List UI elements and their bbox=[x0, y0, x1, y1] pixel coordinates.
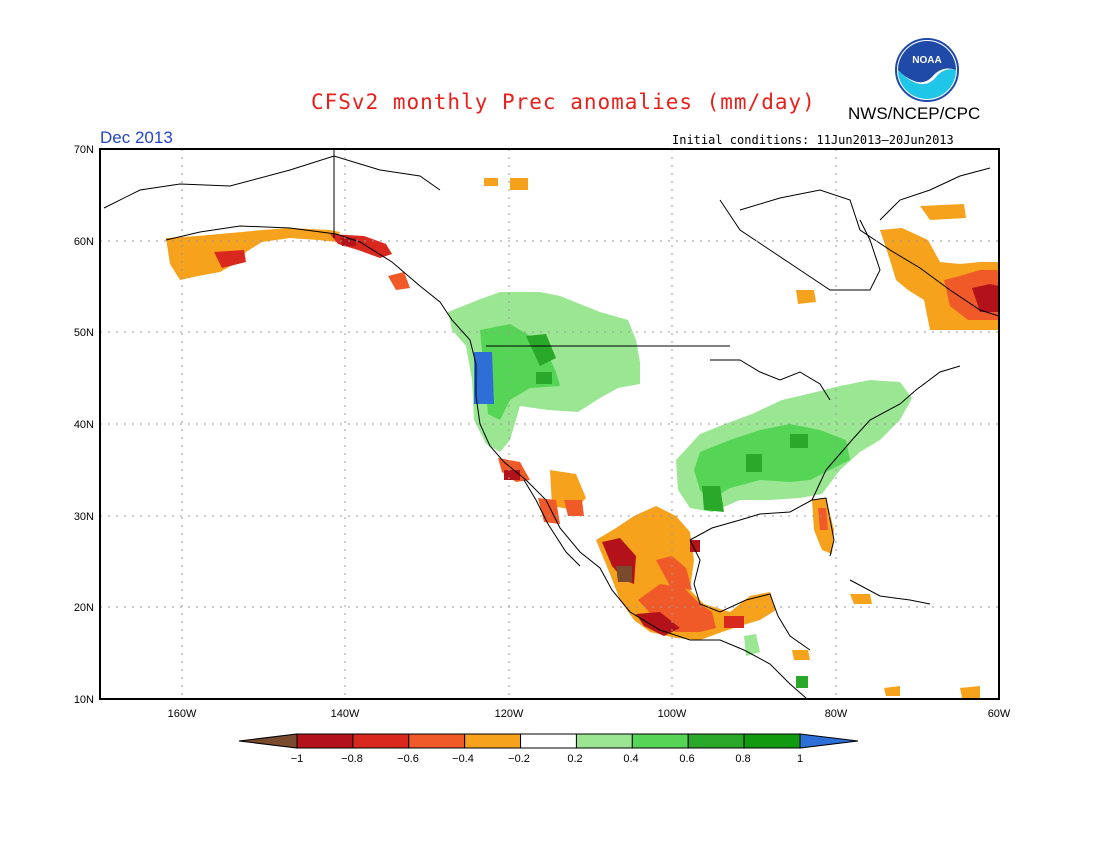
colorbar: −1 −0.8 −0.6 −0.4 −0.2 0.2 0.4 0.6 0.8 1 bbox=[238, 733, 859, 765]
colorbar-label: −0.4 bbox=[452, 753, 474, 765]
lat-tick-label: 40N bbox=[74, 419, 94, 431]
lon-tick-label: 160W bbox=[168, 708, 197, 720]
colorbar-label: −0.2 bbox=[508, 753, 530, 765]
colorbar-segment bbox=[464, 733, 522, 749]
map-frame bbox=[99, 148, 1000, 700]
lat-tick-label: 30N bbox=[74, 511, 94, 523]
noaa-logo-text: NOAA bbox=[912, 55, 941, 66]
lon-tick-label: 140W bbox=[331, 708, 360, 720]
target-month: Dec 2013 bbox=[100, 128, 173, 147]
lat-tick-label: 10N bbox=[74, 694, 94, 706]
colorbar-arrow-right bbox=[799, 733, 859, 749]
lon-tick-labels: 160W 140W 120W 100W 80W 60W bbox=[168, 708, 1011, 720]
noaa-logo: NOAA bbox=[894, 37, 960, 107]
agency-label: NWS/NCEP/CPC bbox=[848, 104, 981, 123]
lat-tick-label: 70N bbox=[74, 144, 94, 156]
grid-lines bbox=[100, 149, 999, 699]
lon-tick-label: 60W bbox=[988, 708, 1011, 720]
colorbar-segments bbox=[238, 733, 859, 749]
lat-tick-labels: 10N 20N 30N 40N 50N 60N 70N bbox=[74, 144, 94, 706]
initial-conditions: Initial conditions: 11Jun2013–20Jun2013 bbox=[672, 133, 954, 147]
colorbar-label: 0.4 bbox=[623, 753, 638, 765]
colorbar-label: −0.8 bbox=[341, 753, 363, 765]
colorbar-label: 1 bbox=[797, 753, 803, 765]
lon-tick-label: 80W bbox=[825, 708, 848, 720]
colorbar-label: 0.2 bbox=[567, 753, 582, 765]
colorbar-segment bbox=[408, 733, 466, 749]
colorbar-labels: −1 −0.8 −0.6 −0.4 −0.2 0.2 0.4 0.6 0.8 1 bbox=[291, 753, 803, 765]
lat-tick-label: 60N bbox=[74, 236, 94, 248]
map-title: CFSv2 monthly Prec anomalies (mm/day) bbox=[311, 90, 816, 114]
anomaly-fields bbox=[166, 178, 999, 698]
colorbar-segment bbox=[743, 733, 801, 749]
lon-tick-label: 100W bbox=[658, 708, 687, 720]
colorbar-segment bbox=[296, 733, 354, 749]
colorbar-segment bbox=[352, 733, 410, 749]
lat-tick-label: 50N bbox=[74, 327, 94, 339]
lon-tick-label: 120W bbox=[495, 708, 524, 720]
lat-tick-label: 20N bbox=[74, 602, 94, 614]
colorbar-label: −1 bbox=[291, 753, 304, 765]
colorbar-label: −0.6 bbox=[397, 753, 419, 765]
colorbar-label: 0.6 bbox=[679, 753, 694, 765]
colorbar-label: 0.8 bbox=[735, 753, 750, 765]
colorbar-segment bbox=[687, 733, 745, 749]
colorbar-arrow-left bbox=[238, 733, 298, 749]
colorbar-segment bbox=[631, 733, 689, 749]
colorbar-segment bbox=[575, 733, 633, 749]
colorbar-segment bbox=[520, 733, 577, 749]
